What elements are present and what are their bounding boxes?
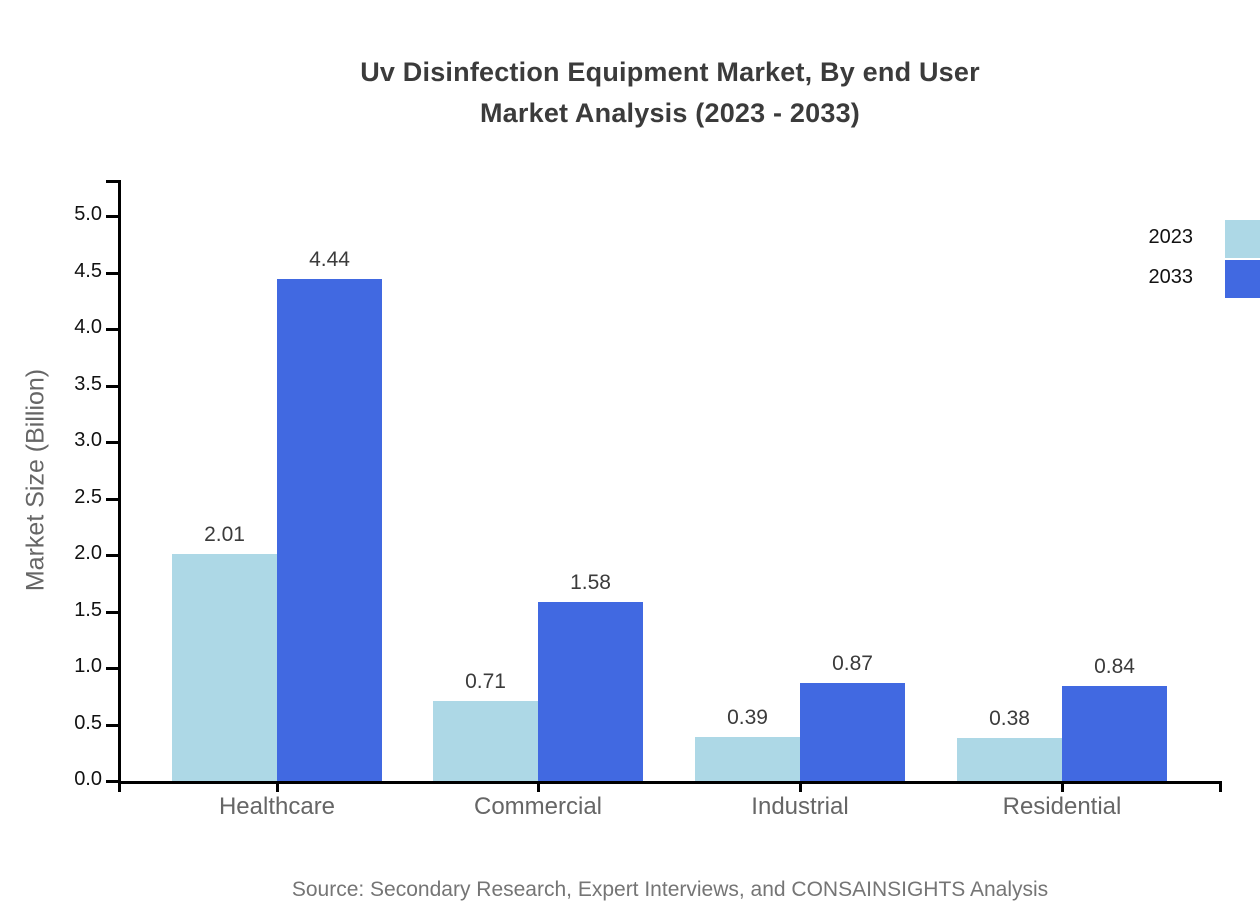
y-tick-label: 3.5 (74, 372, 102, 395)
y-tick-label: 0.0 (74, 768, 102, 790)
y-tick-mark (106, 441, 120, 444)
chart-title: Uv Disinfection Equipment Market, By end… (170, 52, 1170, 134)
bar-2023-residential (957, 738, 1062, 781)
y-tick-label: 3.0 (74, 429, 102, 451)
category-label-industrial: Industrial (751, 793, 849, 820)
y-tick-label: 0.5 (74, 711, 102, 734)
bar-2033-commercial (538, 602, 643, 781)
legend-swatch-2033 (1225, 260, 1260, 298)
bar-2033-residential (1062, 686, 1167, 781)
y-axis-label: Market Size (Billion) (21, 368, 50, 592)
bar-value-label: 4.44 (309, 248, 350, 271)
y-tick-label: 2.0 (74, 542, 102, 564)
y-tick-label: 4.0 (74, 316, 102, 338)
y-tick-mark (106, 328, 120, 331)
x-tick-mark (799, 781, 802, 792)
y-tick-label: 2.5 (74, 485, 102, 508)
bar-2023-commercial (433, 701, 538, 781)
bar-2023-industrial (695, 737, 800, 781)
y-tick-mark (106, 215, 120, 218)
bar-value-label: 0.71 (465, 670, 506, 693)
x-tick-mark (1061, 781, 1064, 792)
y-tick-mark (106, 554, 120, 557)
y-tick-mark (106, 723, 120, 727)
bar-2033-healthcare (277, 279, 382, 781)
y-tick-label: 1.5 (74, 598, 102, 621)
bar-2033-industrial (800, 683, 905, 781)
category-label-residential: Residential (1002, 793, 1122, 820)
x-axis-line (118, 781, 1222, 784)
y-tick-mark (106, 497, 120, 501)
legend-label-2023: 2023 (1148, 226, 1194, 248)
y-tick-mark (106, 667, 120, 670)
x-tick-mark (276, 781, 279, 792)
legend-swatch-2023 (1225, 220, 1260, 258)
bar-value-label: 0.87 (832, 652, 873, 675)
chart-title-line2: Market Analysis (2023 - 2033) (479, 98, 860, 128)
bar-value-label: 2.01 (204, 523, 245, 546)
y-tick-label: 5.0 (74, 203, 102, 225)
y-tick-label: 1.0 (74, 655, 102, 677)
bar-value-label: 0.38 (989, 707, 1030, 730)
y-axis-end-cap (106, 180, 120, 183)
bar-value-label: 0.39 (727, 706, 768, 729)
bar-2023-healthcare (172, 554, 277, 781)
chart-title-line1: Uv Disinfection Equipment Market, By end… (360, 57, 980, 87)
y-tick-mark (106, 780, 120, 783)
bar-value-label: 1.58 (570, 571, 611, 594)
y-tick-mark (106, 271, 120, 275)
y-tick-label: 4.5 (74, 259, 102, 282)
y-axis-line (118, 180, 121, 792)
category-label-healthcare: Healthcare (218, 793, 336, 820)
category-label-commercial: Commercial (473, 793, 602, 820)
x-axis-end-cap (1219, 781, 1222, 792)
y-tick-mark (106, 384, 120, 388)
y-tick-mark (106, 610, 120, 614)
legend-label-2033: 2033 (1148, 266, 1194, 288)
source-note: Source: Secondary Research, Expert Inter… (291, 878, 1049, 901)
bar-value-label: 0.84 (1094, 655, 1135, 678)
x-tick-mark (537, 781, 540, 792)
